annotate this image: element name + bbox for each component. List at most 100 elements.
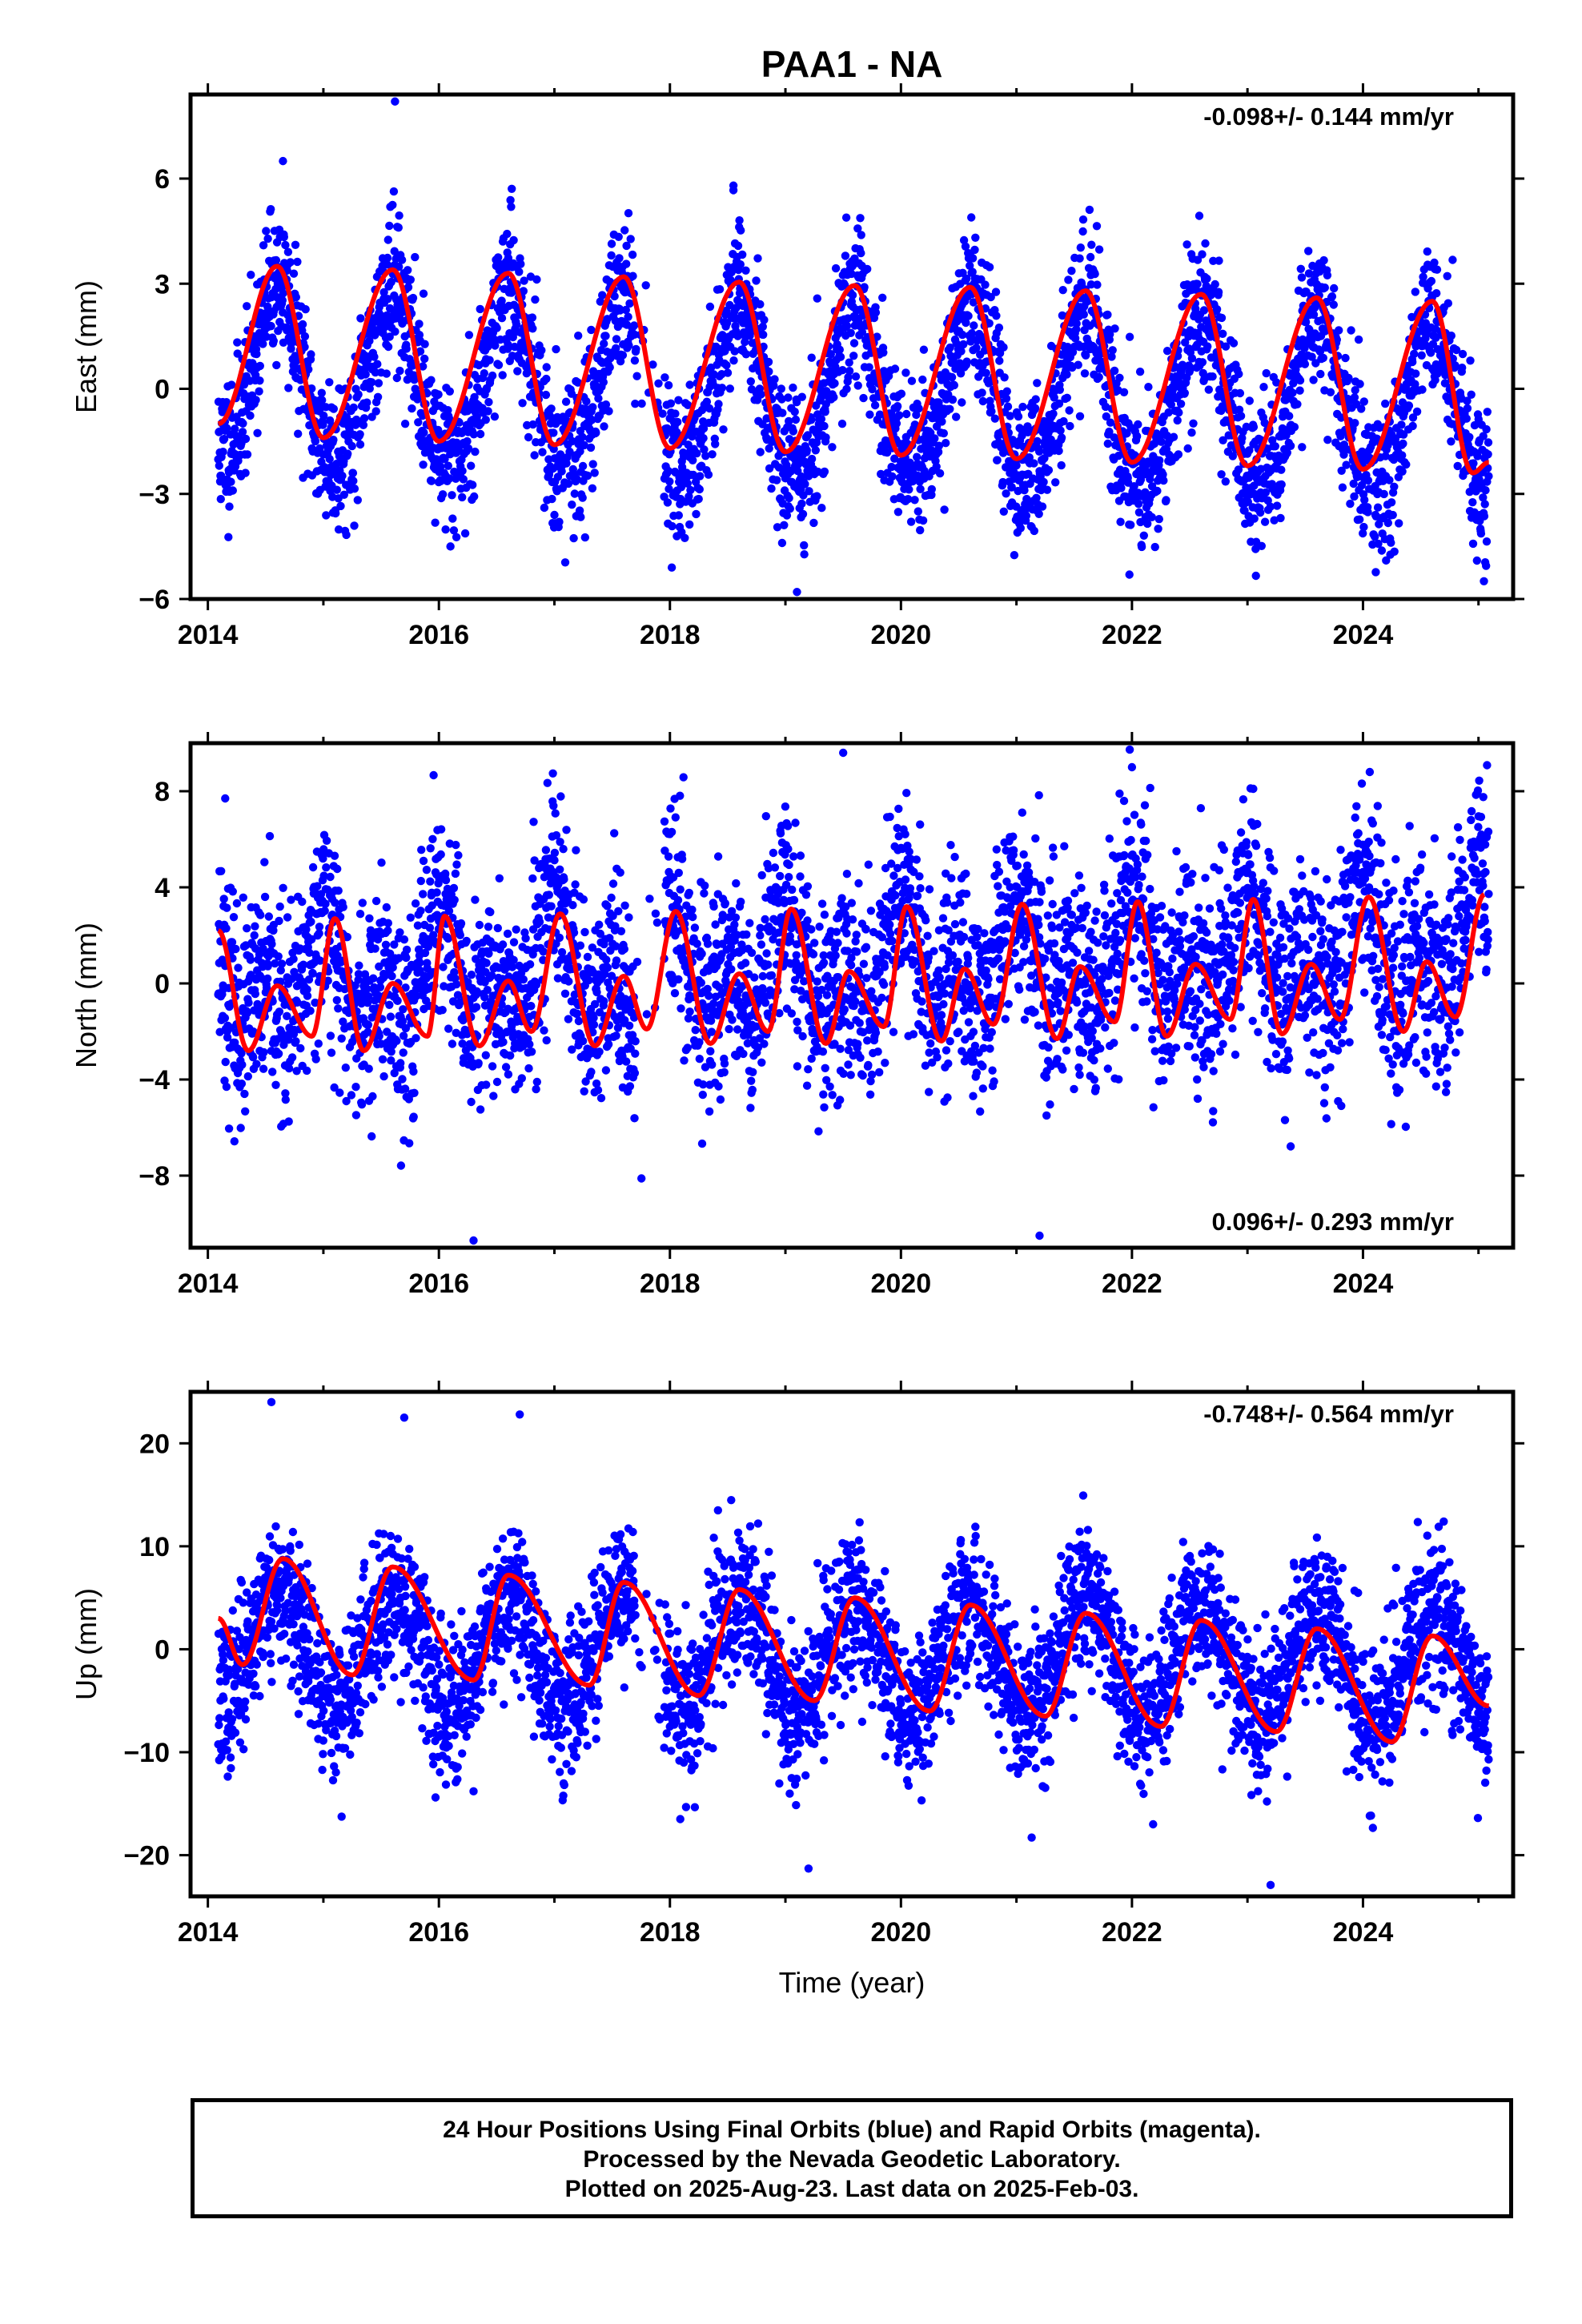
observation-point (1101, 402, 1110, 412)
observation-point (790, 408, 799, 416)
observation-point (1219, 329, 1227, 338)
observation-point (367, 1132, 376, 1141)
observation-point (939, 428, 949, 438)
observation-point (1079, 310, 1089, 319)
observation-point (1337, 466, 1346, 475)
observation-point (219, 448, 227, 456)
observation-point (383, 926, 392, 935)
observation-point (396, 366, 404, 376)
observation-point (385, 1000, 394, 1010)
observation-point (737, 226, 745, 235)
observation-point (1057, 460, 1066, 470)
observation-point (425, 923, 435, 932)
observation-point (299, 960, 308, 969)
observation-point (1195, 211, 1204, 220)
observation-point (1349, 479, 1358, 489)
observation-point (269, 336, 278, 345)
observation-point (326, 1031, 335, 1040)
observation-point (970, 245, 979, 255)
observation-point (625, 299, 634, 308)
observation-point (227, 477, 235, 486)
observation-point (930, 434, 939, 443)
observation-point (1319, 255, 1328, 265)
observation-point (962, 318, 970, 328)
observation-point (1093, 280, 1102, 289)
observation-point (601, 332, 610, 340)
observation-point (1144, 383, 1153, 392)
observation-point (575, 506, 584, 515)
observation-point (767, 484, 776, 493)
observation-point (1135, 368, 1145, 376)
observation-point (395, 211, 404, 220)
observation-point (238, 1060, 247, 1069)
observation-point (1335, 326, 1343, 335)
observation-point (757, 390, 765, 399)
observation-point (284, 1063, 294, 1073)
observation-point (870, 400, 880, 410)
observation-point (342, 412, 351, 422)
observation-point (918, 375, 927, 384)
observation-point (1443, 271, 1452, 280)
observation-point (1046, 435, 1055, 444)
observation-point (227, 938, 237, 947)
observation-point (637, 399, 646, 408)
observation-point (1085, 205, 1094, 215)
x-tick-label: 2022 (1102, 620, 1162, 650)
observation-point (460, 529, 470, 538)
observation-point (1373, 503, 1383, 512)
observation-point (1482, 561, 1491, 570)
observation-point (962, 274, 971, 283)
observation-point (363, 999, 372, 1007)
observation-point (1283, 448, 1292, 457)
observation-point (1180, 388, 1190, 397)
observation-point (1107, 352, 1116, 361)
observation-point (1155, 456, 1164, 465)
observation-point (512, 320, 521, 329)
observation-point (1448, 255, 1457, 264)
observation-point (1054, 399, 1064, 408)
observation-point (412, 1034, 420, 1043)
observation-point (513, 367, 522, 376)
observation-point (322, 863, 331, 872)
observation-point (741, 350, 751, 359)
observation-point (1301, 317, 1311, 327)
observation-point (378, 1055, 387, 1064)
observation-point (239, 419, 247, 428)
observation-point (467, 461, 476, 470)
observation-point (278, 296, 287, 305)
observation-point (438, 490, 448, 499)
observation-point (1309, 376, 1318, 384)
observation-point (303, 1066, 311, 1076)
observation-point (429, 770, 438, 780)
observation-point (419, 460, 428, 469)
observation-point (821, 433, 830, 442)
observation-point (365, 914, 374, 923)
observation-points (214, 97, 1493, 597)
observation-point (725, 384, 734, 393)
observation-point (335, 1088, 344, 1097)
observation-point (1423, 247, 1432, 256)
observation-point (399, 1005, 408, 1014)
observation-point (1402, 460, 1411, 469)
observation-point (495, 874, 504, 883)
observation-point (1117, 484, 1126, 493)
observation-point (897, 389, 906, 398)
observation-point (405, 1139, 414, 1148)
observation-point (733, 332, 742, 340)
observation-point (1134, 508, 1144, 517)
observation-point (1463, 396, 1472, 405)
observation-point (332, 995, 341, 1005)
observation-point (377, 858, 386, 867)
observation-point (289, 955, 298, 963)
observation-point (1443, 299, 1453, 308)
observation-point (215, 461, 223, 470)
observation-point (1351, 386, 1359, 395)
observation-point (392, 1036, 401, 1046)
observation-point (769, 381, 778, 390)
observation-point (1431, 333, 1440, 342)
observation-point (304, 975, 314, 984)
observation-point (1139, 531, 1149, 540)
observation-point (784, 393, 793, 402)
observation-point (1288, 388, 1297, 397)
observation-point (849, 339, 859, 348)
